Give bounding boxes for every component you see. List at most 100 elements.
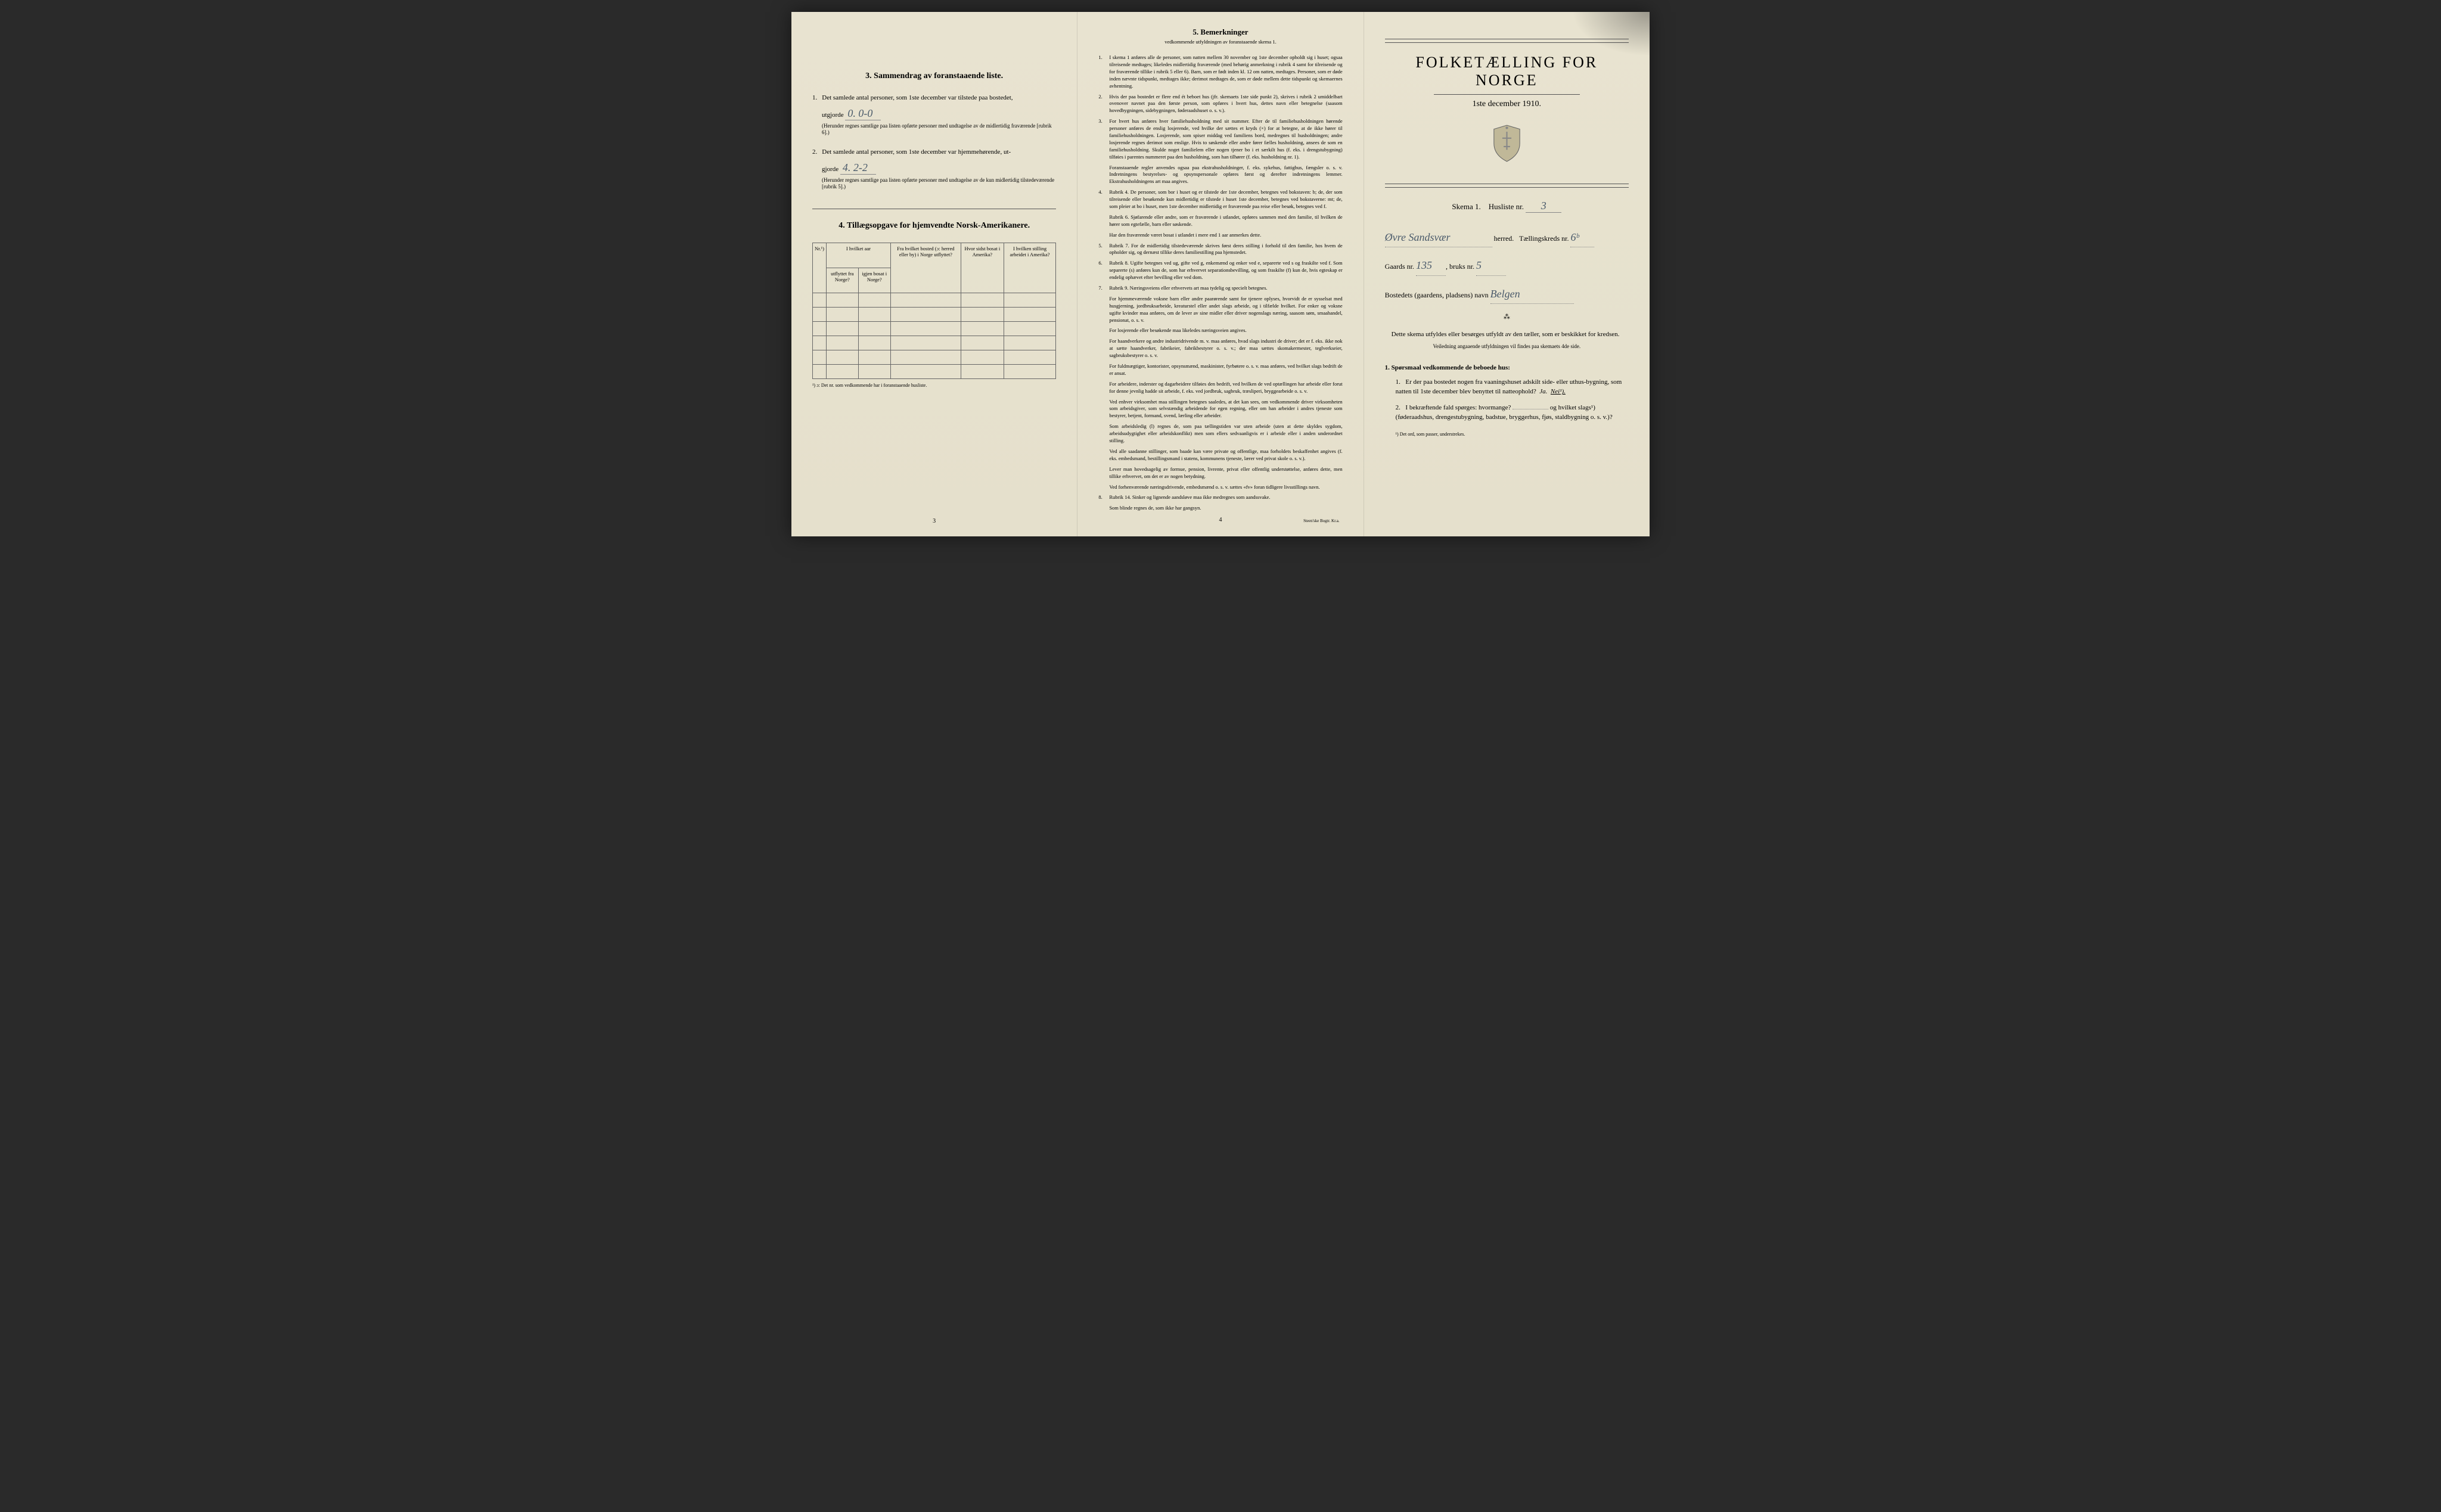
bosted-line: Bostedets (gaardens, pladsens) navn Belg…: [1385, 284, 1629, 304]
rule-top2: [1385, 42, 1629, 43]
gaards-label: Gaards nr.: [1385, 262, 1414, 271]
remark-num: 3.: [1098, 118, 1107, 160]
remark-para: Som blinde regnes de, som ikke har gangs…: [1109, 505, 1342, 512]
remark-para: For fuldmægtiger, kontorister, opsynsmæn…: [1109, 363, 1342, 377]
main-date: 1ste december 1910.: [1385, 100, 1629, 109]
table-row: [813, 307, 1056, 321]
remark-para: Som arbeidsledig (l) regnes de, som paa …: [1109, 423, 1342, 445]
gaards-nr: 135: [1416, 256, 1446, 275]
table-row: [813, 336, 1056, 350]
taellingskreds-nr: 6ᵇ: [1570, 228, 1594, 247]
sub-q1-text: Er der paa bostedet nogen fra vaaningshu…: [1396, 378, 1622, 396]
coat-of-arms: [1385, 124, 1629, 166]
q2-prefix: gjorde: [822, 166, 838, 173]
remark-num: 8.: [1098, 494, 1107, 501]
q-heading-num: 1.: [1385, 364, 1390, 371]
q1-text: Det samlede antal personer, som 1ste dec…: [822, 93, 1013, 104]
remark-text: Rubrik 4. De personer, som bor i huset o…: [1109, 189, 1342, 210]
remark-para: Lever man hovedsagelig av formue, pensio…: [1109, 466, 1342, 480]
amerikanere-table: Nr.¹) I hvilket aar Fra hvilket bosted (…: [812, 243, 1056, 379]
taellingskreds-label: Tællingskreds nr.: [1519, 234, 1569, 243]
section5-subtitle: vedkommende utfyldningen av foranstaaend…: [1098, 39, 1342, 46]
remark-item: 3.For hvert hus anføres hver familiehush…: [1098, 118, 1342, 160]
remark-item: 5.Rubrik 7. For de midlertidig tilstedev…: [1098, 243, 1342, 257]
question-1: 1. Det samlede antal personer, som 1ste …: [812, 93, 1056, 136]
instruction-small: Veiledning angaaende utfyldningen vil fi…: [1385, 343, 1629, 349]
answer-ja: Ja.: [1539, 388, 1547, 395]
q2-note: (Herunder regnes samtlige paa listen opf…: [822, 177, 1056, 191]
remark-item: 8.Rubrik 14. Sinker og lignende aandsløv…: [1098, 494, 1342, 501]
question-2: 2. Det samlede antal personer, som 1ste …: [812, 147, 1056, 191]
remark-text: Hvis der paa bostedet er flere end ét be…: [1109, 94, 1342, 115]
title-rule: [1434, 94, 1580, 95]
remark-text: Rubrik 7. For de midlertidig tilstedevær…: [1109, 243, 1342, 257]
remark-item: 7.Rubrik 9. Næringsveiens eller erhverve…: [1098, 285, 1342, 292]
remark-para: For losjerende eller besøkende maa likel…: [1109, 327, 1342, 334]
remark-num: 4.: [1098, 189, 1107, 210]
th-nr: Nr.¹): [813, 243, 827, 293]
q1-prefix: utgjorde: [822, 111, 844, 119]
section4-heading: 4. Tillægsopgave for hjemvendte Norsk-Am…: [812, 221, 1056, 231]
questions: 1. Spørsmaal vedkommende de beboede hus:…: [1385, 364, 1629, 437]
herred-label: herred.: [1494, 234, 1514, 243]
q1-note: (Herunder regnes samtlige paa listen opf…: [822, 123, 1056, 136]
remark-item: 4.Rubrik 4. De personer, som bor i huset…: [1098, 189, 1342, 210]
remark-num: 2.: [1098, 94, 1107, 115]
page-damage: [1566, 12, 1650, 60]
q1-num: 1.: [812, 94, 817, 101]
remark-para: Rubrik 6. Sjøfarende eller andre, som er…: [1109, 214, 1342, 228]
section3-title: Sammendrag av foranstaaende liste.: [874, 72, 1003, 80]
remark-text: I skema 1 anføres alle de personer, som …: [1109, 54, 1342, 89]
printer-note: Steen'ske Bogtr. Kr.a.: [1303, 519, 1340, 524]
section4-num: 4.: [838, 221, 845, 230]
page-num-left: 3: [933, 518, 936, 524]
sub-q2-num: 2.: [1396, 403, 1404, 413]
ornament: ⁂: [1385, 313, 1629, 321]
th-bosat: igjen bosat i Norge?: [858, 268, 890, 293]
husliste-label: Husliste nr.: [1489, 202, 1524, 211]
remark-num: 7.: [1098, 285, 1107, 292]
table-row: [813, 293, 1056, 307]
q2-text: Det samlede antal personer, som 1ste dec…: [822, 147, 1011, 158]
instruction1-text: Dette skema utfyldes eller besørges utfy…: [1392, 331, 1620, 338]
remark-para: For haandverkere og andre industridriven…: [1109, 338, 1342, 359]
page-right: FOLKETÆLLING FOR NORGE 1ste december 191…: [1364, 12, 1650, 536]
herred-value: Øvre Sandsvær: [1385, 228, 1492, 247]
q2-value: 4. 2-2: [840, 162, 876, 175]
section3-heading: 3. Sammendrag av foranstaaende liste.: [812, 72, 1056, 81]
section3-num: 3.: [865, 72, 872, 80]
husliste-nr: 3: [1526, 200, 1561, 213]
section4-title: Tillægsopgave for hjemvendte Norsk-Ameri…: [847, 221, 1030, 230]
table-row: [813, 321, 1056, 336]
section5-num: 5.: [1192, 27, 1198, 36]
main-title: FOLKETÆLLING FOR NORGE: [1385, 54, 1629, 89]
remark-para: Ved enhver virksomhet maa stillingen bet…: [1109, 399, 1342, 420]
skema-label: Skema 1.: [1452, 202, 1480, 211]
th-stilling: I hvilken stilling arbeidet i Amerika?: [1004, 243, 1056, 293]
bosted-label: Bostedets (gaardens, pladsens) navn: [1385, 291, 1489, 299]
table-footnote: ¹) ɔ: Det nr. som vedkommende har i fora…: [812, 383, 1056, 388]
remark-para: Foranstaaende regler anvendes ogsaa paa …: [1109, 164, 1342, 186]
bruks-label: bruks nr.: [1449, 262, 1474, 271]
section5-heading: 5. Bemerkninger: [1098, 27, 1342, 38]
remarks-list: 1.I skema 1 anføres alle de personer, so…: [1098, 54, 1342, 512]
remark-text: Rubrik 9. Næringsveiens eller erhvervets…: [1109, 285, 1342, 292]
remark-para: Har den fraværende været bosat i utlande…: [1109, 232, 1342, 239]
herred-line: Øvre Sandsvær herred. Tællingskreds nr. …: [1385, 228, 1629, 247]
th-aar: I hvilket aar: [827, 243, 891, 268]
q2-num: 2.: [812, 148, 817, 156]
remark-item: 1.I skema 1 anføres alle de personer, so…: [1098, 54, 1342, 89]
remark-text: For hvert hus anføres hver familiehushol…: [1109, 118, 1342, 160]
table-row: [813, 364, 1056, 378]
remark-item: 2.Hvis der paa bostedet er flere end ét …: [1098, 94, 1342, 115]
q1-value: 0. 0-0: [845, 107, 881, 120]
remark-num: 1.: [1098, 54, 1107, 89]
remark-text: Rubrik 8. Ugifte betegnes ved ug, gifte …: [1109, 260, 1342, 281]
page-left: 3. Sammendrag av foranstaaende liste. 1.…: [791, 12, 1077, 536]
q-heading-text: Spørsmaal vedkommende de beboede hus:: [1392, 364, 1510, 371]
q-heading: 1. Spørsmaal vedkommende de beboede hus:: [1385, 364, 1629, 371]
rule-mid2: [1385, 187, 1629, 188]
right-footnote: ¹) Det ord, som passer, understrekes.: [1396, 431, 1629, 437]
remark-num: 5.: [1098, 243, 1107, 257]
th-utflyttet: utflyttet fra Norge?: [827, 268, 859, 293]
